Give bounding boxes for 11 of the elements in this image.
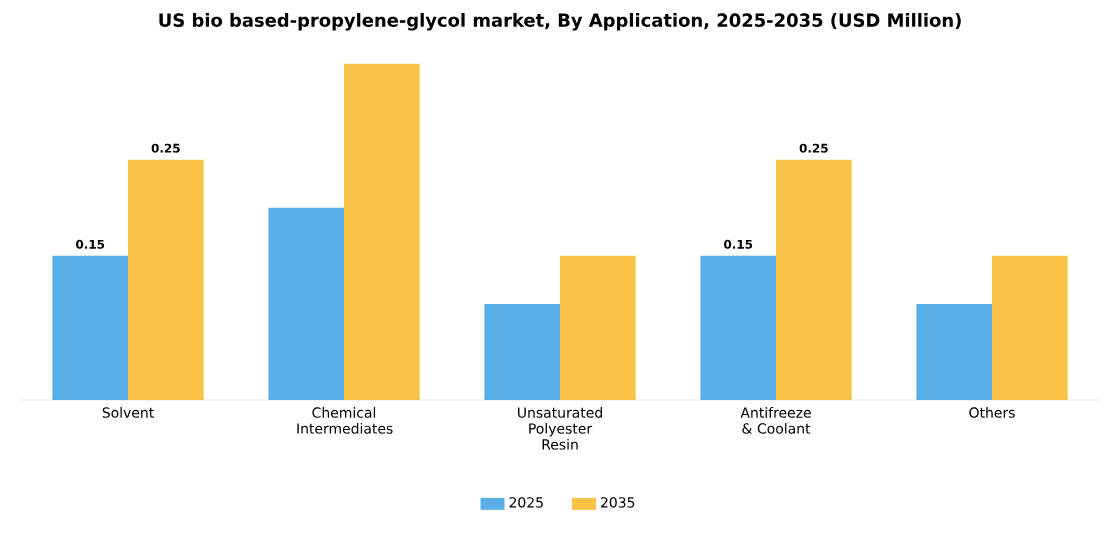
bar	[700, 255, 777, 400]
bar	[484, 303, 561, 400]
bar	[776, 159, 852, 400]
bar	[916, 303, 993, 400]
bar	[560, 255, 636, 400]
chart-title: US bio based-propylene-glycol market, By Application, 2025-2035 (USD Million)	[159, 13, 961, 31]
bar	[52, 255, 128, 400]
bar	[344, 63, 420, 400]
bar	[128, 159, 204, 400]
bar	[992, 255, 1068, 400]
bar	[268, 207, 344, 400]
